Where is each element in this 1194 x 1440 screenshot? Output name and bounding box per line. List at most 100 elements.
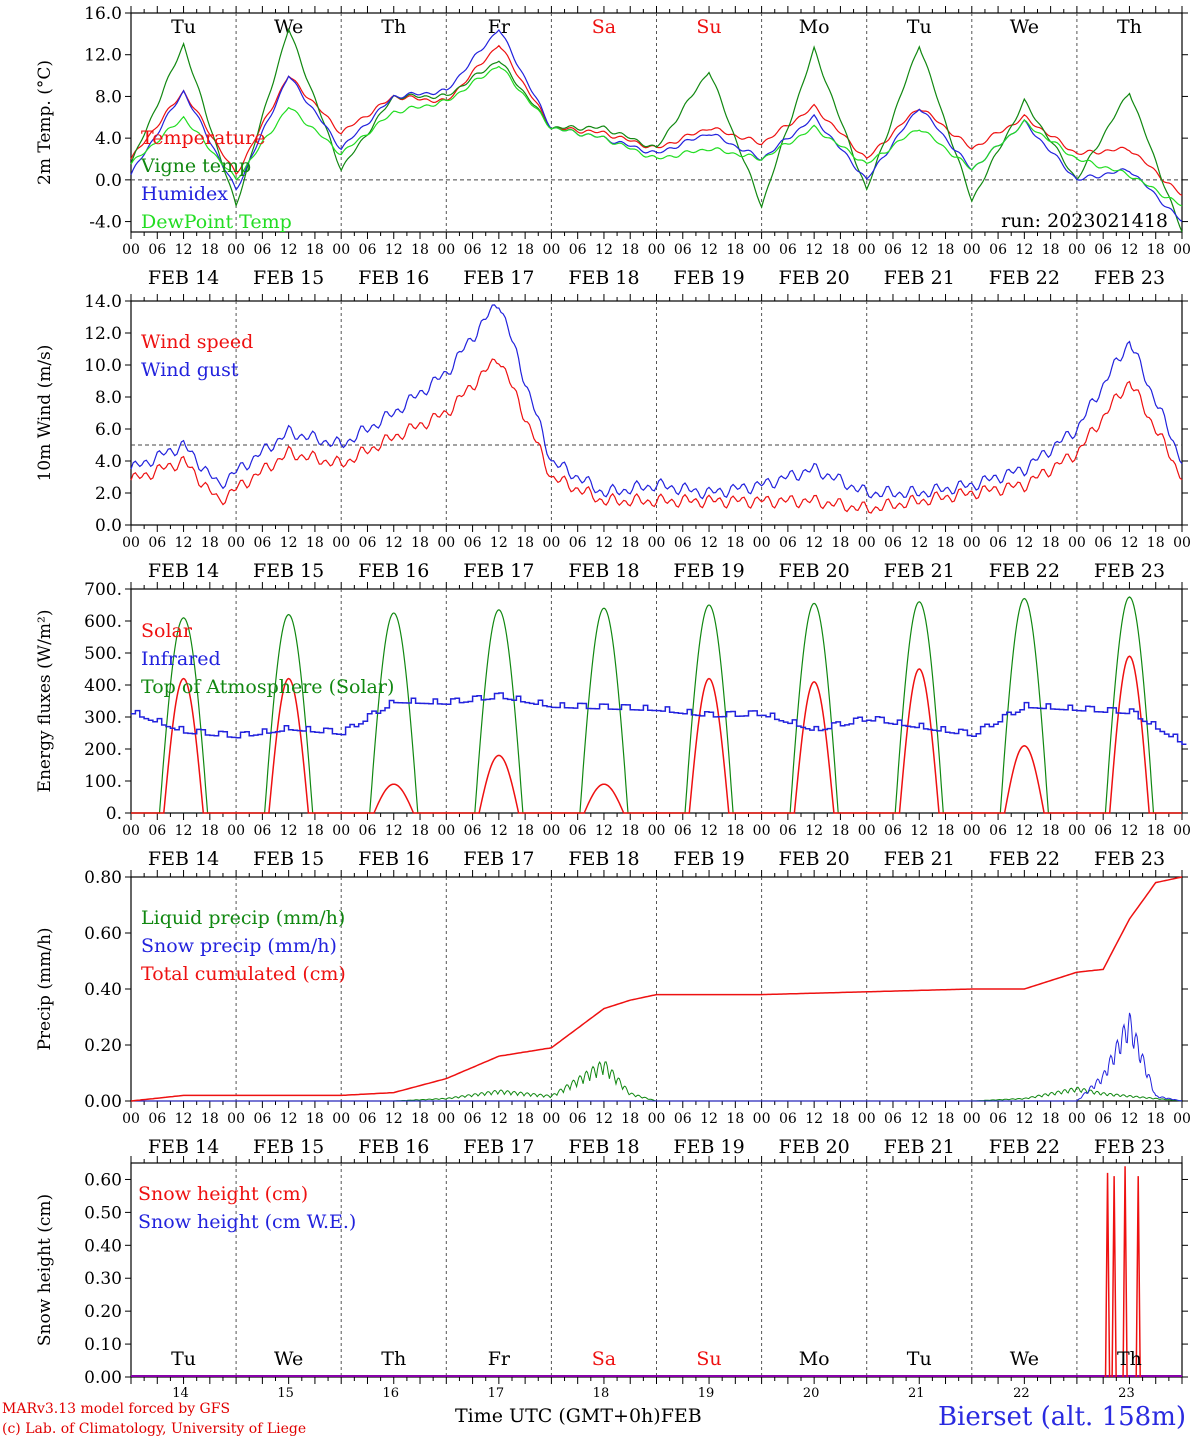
hour-tick-label: 06 [884, 1111, 902, 1127]
hour-tick-label: 06 [884, 823, 902, 839]
hour-tick-label: 18 [1042, 1111, 1060, 1127]
hour-tick-label: 06 [989, 535, 1007, 551]
hour-tick-label: 18 [306, 1111, 324, 1127]
date-label: FEB 16 [358, 1136, 429, 1158]
date-label: FEB 19 [673, 560, 744, 582]
legend-entry: Temperature [141, 127, 265, 149]
day-abbr-label: Sa [592, 16, 616, 38]
hour-tick-label: 18 [201, 823, 219, 839]
hour-tick-label: 06 [989, 242, 1007, 258]
hour-tick-label: 12 [805, 242, 823, 258]
hour-tick-label: 00 [963, 242, 981, 258]
hour-tick-label: 12 [805, 823, 823, 839]
panel-frame [130, 588, 1183, 814]
y-tick-label: 400. [84, 676, 122, 696]
hour-tick-label: 12 [595, 242, 613, 258]
date-label: FEB 23 [1094, 267, 1165, 289]
hour-tick-label: 00 [858, 1111, 876, 1127]
hour-tick-label: 12 [595, 1111, 613, 1127]
y-tick-label: 700. [84, 580, 122, 600]
hour-tick-label: 18 [832, 823, 850, 839]
time-axis-month: FEB [660, 1405, 702, 1427]
date-label: FEB 14 [148, 267, 219, 289]
snow-height-spike [1104, 1172, 1111, 1378]
hour-tick-label: 06 [148, 242, 166, 258]
day-abbr-label: Mo [799, 1348, 830, 1370]
day-number-label: 22 [1013, 1386, 1030, 1401]
date-label: FEB 15 [253, 560, 324, 582]
date-label: FEB 20 [779, 267, 850, 289]
y-tick-label: 0.40 [84, 980, 122, 1000]
hour-tick-label: 12 [175, 242, 193, 258]
day-abbr-label: Fr [488, 1348, 511, 1370]
hour-tick-label: 06 [253, 535, 271, 551]
date-label: FEB 14 [148, 848, 219, 870]
hour-tick-label: 18 [832, 1111, 850, 1127]
hour-tick-label: 12 [385, 242, 403, 258]
date-label: FEB 19 [673, 1136, 744, 1158]
hour-tick-label: 12 [1121, 535, 1139, 551]
hour-tick-label: 06 [674, 242, 692, 258]
day-number-label: 15 [277, 1386, 294, 1401]
y-tick-label: 12.0 [84, 324, 122, 344]
date-label: FEB 16 [358, 267, 429, 289]
hour-tick-label: 18 [516, 823, 534, 839]
hour-tick-label: 00 [1068, 242, 1086, 258]
series-line-solar [131, 655, 1182, 814]
hour-tick-label: 06 [674, 823, 692, 839]
hour-tick-label: 12 [280, 242, 298, 258]
day-abbr-label: Fr [488, 16, 511, 38]
hour-tick-label: 06 [359, 1111, 377, 1127]
date-label: FEB 23 [1094, 848, 1165, 870]
hour-tick-label: 06 [674, 535, 692, 551]
date-label: FEB 22 [989, 848, 1060, 870]
hour-tick-label: 00 [542, 535, 560, 551]
y-tick-label: 0.10 [84, 1335, 122, 1355]
hour-tick-label: 12 [490, 535, 508, 551]
legend-entry: Infrared [141, 648, 221, 670]
hour-tick-label: 18 [516, 535, 534, 551]
hour-tick-label: 06 [359, 242, 377, 258]
hour-tick-label: 12 [805, 535, 823, 551]
y-tick-label: 0.80 [84, 868, 122, 888]
hour-tick-label: 00 [122, 535, 140, 551]
y-tick-label: 0.00 [84, 1368, 122, 1388]
snow-height-spike [1122, 1166, 1128, 1378]
y-tick-label: 0.20 [84, 1302, 122, 1322]
date-label: FEB 17 [463, 848, 534, 870]
y-axis-label: Precip (mm/h) [35, 927, 55, 1050]
date-label: FEB 19 [673, 848, 744, 870]
series-line-total-cumulated-cm- [130, 876, 1183, 1102]
day-abbr-label: We [1010, 1348, 1039, 1370]
hour-tick-label: 00 [753, 823, 771, 839]
hour-tick-label: 06 [1094, 823, 1112, 839]
day-abbr-label: Th [381, 16, 406, 38]
legend-entry: Top of Atmosphere (Solar) [141, 676, 394, 698]
hour-tick-label: 06 [1094, 1111, 1112, 1127]
hour-tick-label: 06 [569, 242, 587, 258]
hour-tick-label: 12 [700, 823, 718, 839]
hour-tick-label: 06 [989, 823, 1007, 839]
hour-tick-label: 06 [359, 823, 377, 839]
legend-entry: Snow height (cm W.E.) [138, 1211, 356, 1233]
hour-tick-label: 06 [884, 535, 902, 551]
hour-tick-label: 12 [595, 535, 613, 551]
hour-tick-label: 00 [753, 242, 771, 258]
day-abbr-label: Sa [592, 1348, 616, 1370]
hour-tick-label: 00 [753, 1111, 771, 1127]
hour-tick-label: 06 [569, 823, 587, 839]
snow-height-spike [1135, 1176, 1141, 1378]
hour-tick-label: 18 [306, 535, 324, 551]
date-label: FEB 21 [884, 1136, 955, 1158]
y-tick-label: 4.0 [95, 129, 122, 149]
legend-entry: Vigne temp [140, 155, 251, 177]
hour-tick-label: 12 [280, 535, 298, 551]
station-name: Bierset (alt. 158m) [937, 1402, 1186, 1432]
y-axis-label: 2m Temp. (°C) [35, 60, 55, 185]
hour-tick-label: 18 [411, 1111, 429, 1127]
legend-entry: Wind gust [141, 359, 239, 381]
hour-tick-label: 18 [937, 1111, 955, 1127]
day-abbr-label: Mo [799, 16, 830, 38]
y-axis-label: Snow height (cm) [35, 1194, 55, 1346]
